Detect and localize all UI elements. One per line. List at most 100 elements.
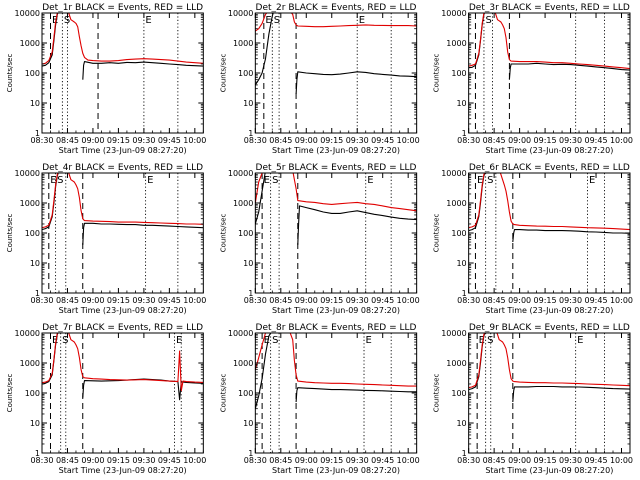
x-tick-label: 09:15 <box>107 456 130 465</box>
x-tick-label: 09:30 <box>132 456 155 465</box>
x-tick-label: 08:45 <box>56 136 79 145</box>
x-tick-label: 09:30 <box>132 296 155 305</box>
x-axis-label: Start Time (23-Jun-09 08:27:20) <box>59 466 187 475</box>
x-tick-label: 10:00 <box>183 136 206 145</box>
y-tick-label: 1 <box>248 289 253 298</box>
time-marker-label: S <box>64 15 70 26</box>
y-tick-label: 10 <box>30 419 40 428</box>
time-marker-label: S <box>485 15 491 26</box>
marker-lines <box>48 173 179 293</box>
time-marker-label: E <box>52 15 58 26</box>
x-axis-label: Start Time (23-Jun-09 08:27:20) <box>485 146 613 155</box>
x-tick-label: 08:30 <box>244 456 267 465</box>
x-tick-label: 09:45 <box>584 296 607 305</box>
y-tick-label: 10 <box>30 99 40 108</box>
y-tick-label: 1 <box>462 289 467 298</box>
chart-title: Det_1r BLACK = Events, RED = LLD <box>42 3 203 13</box>
x-tick-label: 08:30 <box>30 456 53 465</box>
y-tick-label: 1000 <box>233 199 253 208</box>
lld-series-line <box>255 173 417 212</box>
y-tick-label: 1000 <box>233 39 253 48</box>
y-tick-label: 100 <box>25 389 40 398</box>
time-marker-label: E <box>176 335 182 346</box>
data-series <box>42 173 204 245</box>
x-tick-label: 09:30 <box>559 296 582 305</box>
x-tick-label: 10:00 <box>610 136 633 145</box>
data-series <box>468 173 630 243</box>
time-marker-label: S <box>487 175 493 186</box>
y-tick-label: 1 <box>35 289 40 298</box>
x-tick-label: 09:00 <box>81 456 104 465</box>
x-tick-label: 09:15 <box>534 296 557 305</box>
x-tick-label: 08:45 <box>56 296 79 305</box>
x-axis-label: Start Time (23-Jun-09 08:27:20) <box>272 146 400 155</box>
chart-title: Det_4r BLACK = Events, RED = LLD <box>42 163 203 173</box>
y-tick-label: 10 <box>243 419 253 428</box>
x-tick-label: 10:00 <box>397 136 420 145</box>
y-tick-label: 100 <box>25 69 40 78</box>
x-tick-label: 09:45 <box>158 296 181 305</box>
x-tick-label: 09:15 <box>320 136 343 145</box>
x-tick-label: 08:30 <box>457 296 480 305</box>
y-axis-label: Counts/sec <box>6 54 14 93</box>
events-series-line <box>255 173 417 245</box>
x-axis-label: Start Time (23-Jun-09 08:27:20) <box>485 466 613 475</box>
x-tick-label: 09:45 <box>371 296 394 305</box>
y-axis-label: Counts/sec <box>219 374 227 413</box>
y-tick-label: 1000 <box>20 359 40 368</box>
chart-title: Det_9r BLACK = Events, RED = LLD <box>469 323 630 333</box>
y-tick-label: 1 <box>248 449 253 458</box>
y-tick-label: 1 <box>35 449 40 458</box>
y-axis-label: Counts/sec <box>219 214 227 253</box>
x-tick-label: 09:00 <box>295 456 318 465</box>
x-tick-label: 10:00 <box>610 296 633 305</box>
y-tick-label: 10000 <box>15 9 40 18</box>
y-tick-label: 10 <box>456 259 466 268</box>
x-tick-label: 09:00 <box>81 296 104 305</box>
chart-title: Det_6r BLACK = Events, RED = LLD <box>469 163 630 173</box>
y-tick-label: 1 <box>248 129 253 138</box>
x-tick-label: 09:15 <box>534 456 557 465</box>
y-tick-label: 100 <box>238 229 253 238</box>
x-tick-label: 08:30 <box>30 136 53 145</box>
time-marker-label: S <box>272 335 278 346</box>
x-tick-label: 10:00 <box>610 456 633 465</box>
y-tick-label: 10 <box>243 259 253 268</box>
x-axis-label: Start Time (23-Jun-09 08:27:20) <box>59 146 187 155</box>
y-tick-label: 10000 <box>228 169 253 178</box>
x-tick-label: 08:45 <box>269 456 292 465</box>
marker-lines <box>474 173 605 293</box>
lld-series-line <box>255 333 417 387</box>
y-tick-label: 10 <box>243 99 253 108</box>
y-axis-label: Counts/sec <box>433 214 441 253</box>
x-axis-label: Start Time (23-Jun-09 08:27:20) <box>59 306 187 315</box>
x-tick-label: 08:45 <box>56 456 79 465</box>
lld-series-line <box>42 333 204 392</box>
x-tick-label: 09:45 <box>158 136 181 145</box>
x-tick-label: 10:00 <box>397 296 420 305</box>
chart-title: Det_7r BLACK = Events, RED = LLD <box>42 323 203 333</box>
y-axis-label: Counts/sec <box>433 374 441 413</box>
x-tick-label: 10:00 <box>183 296 206 305</box>
x-tick-label: 08:30 <box>457 456 480 465</box>
y-tick-label: 100 <box>238 69 253 78</box>
chart-title: Det_8r BLACK = Events, RED = LLD <box>256 323 417 333</box>
y-tick-label: 100 <box>451 389 466 398</box>
data-series <box>468 333 630 403</box>
x-tick-label: 09:15 <box>107 296 130 305</box>
events-series-line <box>255 333 417 409</box>
chart-title: Det_3r BLACK = Events, RED = LLD <box>469 3 630 13</box>
y-tick-label: 10000 <box>441 9 466 18</box>
y-tick-label: 10000 <box>15 169 40 178</box>
y-tick-label: 1000 <box>446 39 466 48</box>
y-tick-label: 1000 <box>20 199 40 208</box>
chart-panel-3: S 1 10 100 1000 10000 08:30 08:45 09:00 09:15 09:3… <box>433 3 633 155</box>
x-tick-label: 09:45 <box>371 136 394 145</box>
x-tick-label: 08:45 <box>269 136 292 145</box>
lld-series-line <box>468 173 630 231</box>
